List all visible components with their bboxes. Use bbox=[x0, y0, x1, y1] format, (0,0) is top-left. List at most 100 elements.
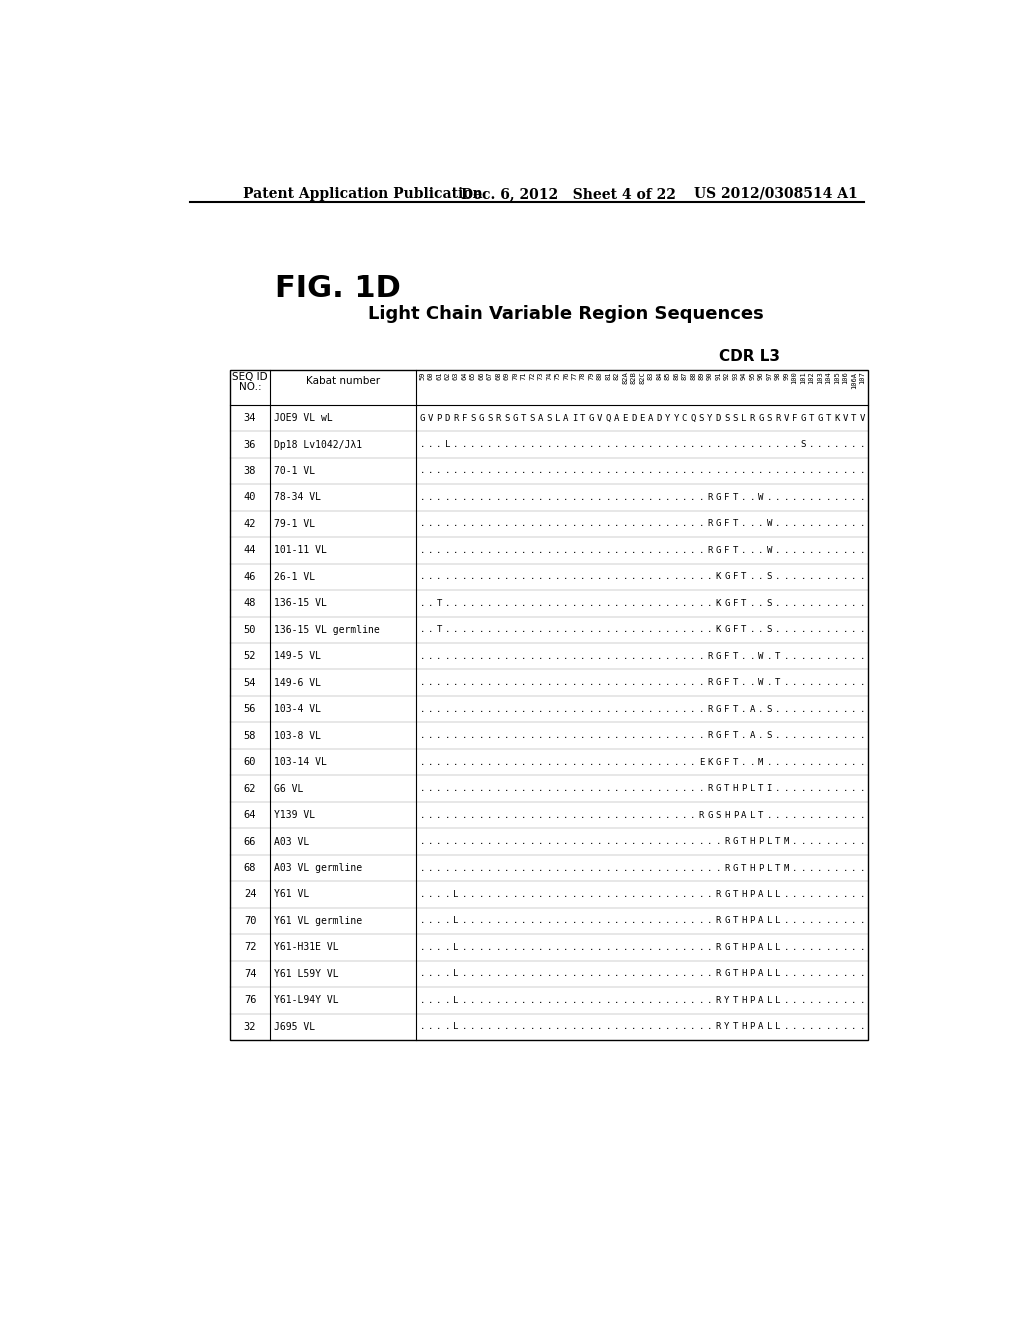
Text: .: . bbox=[801, 810, 806, 820]
Text: .: . bbox=[487, 810, 493, 820]
Text: S: S bbox=[767, 626, 772, 635]
Text: .: . bbox=[817, 440, 822, 449]
Text: .: . bbox=[555, 890, 560, 899]
Text: .: . bbox=[674, 440, 679, 449]
Text: .: . bbox=[792, 863, 798, 873]
Text: W: W bbox=[767, 546, 772, 554]
Text: 26-1 VL: 26-1 VL bbox=[273, 572, 314, 582]
Text: .: . bbox=[860, 810, 865, 820]
Text: .: . bbox=[605, 573, 611, 581]
Text: .: . bbox=[801, 837, 806, 846]
Text: .: . bbox=[682, 626, 687, 635]
Text: .: . bbox=[436, 916, 441, 925]
Text: .: . bbox=[538, 810, 544, 820]
Text: .: . bbox=[504, 890, 509, 899]
Text: .: . bbox=[623, 731, 628, 741]
Text: .: . bbox=[571, 784, 578, 793]
Text: .: . bbox=[674, 942, 679, 952]
Text: K: K bbox=[716, 599, 721, 607]
Text: .: . bbox=[851, 863, 856, 873]
Text: .: . bbox=[623, 890, 628, 899]
Text: 103-4 VL: 103-4 VL bbox=[273, 704, 321, 714]
Text: .: . bbox=[605, 784, 611, 793]
Text: .: . bbox=[529, 810, 535, 820]
Text: .: . bbox=[665, 573, 671, 581]
Text: L: L bbox=[454, 890, 459, 899]
Text: .: . bbox=[454, 440, 459, 449]
Text: .: . bbox=[801, 678, 806, 688]
Text: .: . bbox=[708, 626, 713, 635]
Text: .: . bbox=[470, 626, 475, 635]
Text: 62: 62 bbox=[244, 784, 256, 793]
Text: .: . bbox=[513, 678, 518, 688]
Text: .: . bbox=[581, 942, 586, 952]
Text: .: . bbox=[496, 599, 501, 607]
Text: .: . bbox=[843, 731, 848, 741]
Text: .: . bbox=[605, 837, 611, 846]
Text: .: . bbox=[571, 546, 578, 554]
Text: .: . bbox=[665, 837, 671, 846]
Text: T: T bbox=[436, 626, 441, 635]
Text: V: V bbox=[843, 413, 848, 422]
Text: .: . bbox=[529, 942, 535, 952]
Text: .: . bbox=[521, 492, 526, 502]
Text: .: . bbox=[547, 546, 552, 554]
Text: .: . bbox=[478, 731, 484, 741]
Text: .: . bbox=[538, 942, 544, 952]
Text: .: . bbox=[682, 863, 687, 873]
Text: .: . bbox=[623, 678, 628, 688]
Text: .: . bbox=[444, 969, 451, 978]
Text: .: . bbox=[825, 837, 831, 846]
Text: .: . bbox=[690, 546, 695, 554]
Text: .: . bbox=[640, 969, 645, 978]
Text: .: . bbox=[860, 440, 865, 449]
Text: .: . bbox=[750, 546, 755, 554]
Text: .: . bbox=[581, 731, 586, 741]
Text: .: . bbox=[470, 890, 475, 899]
Text: .: . bbox=[648, 519, 653, 528]
Text: F: F bbox=[732, 626, 738, 635]
Text: .: . bbox=[462, 810, 467, 820]
Text: .: . bbox=[496, 995, 501, 1005]
Text: .: . bbox=[496, 705, 501, 714]
Text: .: . bbox=[478, 837, 484, 846]
Text: .: . bbox=[801, 995, 806, 1005]
Text: .: . bbox=[648, 440, 653, 449]
Text: .: . bbox=[513, 784, 518, 793]
Text: .: . bbox=[792, 599, 798, 607]
Text: A: A bbox=[758, 942, 764, 952]
Text: .: . bbox=[563, 519, 568, 528]
Text: .: . bbox=[851, 466, 856, 475]
Text: .: . bbox=[631, 731, 637, 741]
Text: T: T bbox=[741, 626, 746, 635]
Text: Y61-L94Y VL: Y61-L94Y VL bbox=[273, 995, 338, 1006]
Text: .: . bbox=[571, 519, 578, 528]
Text: .: . bbox=[682, 466, 687, 475]
Text: .: . bbox=[420, 573, 425, 581]
Text: .: . bbox=[843, 492, 848, 502]
Text: P: P bbox=[750, 916, 755, 925]
Text: .: . bbox=[758, 626, 764, 635]
Text: .: . bbox=[478, 573, 484, 581]
Text: .: . bbox=[547, 942, 552, 952]
Text: .: . bbox=[843, 784, 848, 793]
Text: F: F bbox=[724, 546, 729, 554]
Text: .: . bbox=[436, 519, 441, 528]
Text: .: . bbox=[496, 810, 501, 820]
Text: .: . bbox=[758, 466, 764, 475]
Text: .: . bbox=[529, 599, 535, 607]
Text: .: . bbox=[783, 573, 788, 581]
Text: .: . bbox=[708, 863, 713, 873]
Text: W: W bbox=[758, 652, 764, 661]
Text: .: . bbox=[436, 652, 441, 661]
Text: 88: 88 bbox=[690, 372, 696, 380]
Text: .: . bbox=[538, 519, 544, 528]
Text: .: . bbox=[809, 916, 814, 925]
Text: .: . bbox=[825, 678, 831, 688]
Text: .: . bbox=[631, 599, 637, 607]
Text: .: . bbox=[741, 758, 746, 767]
Text: .: . bbox=[555, 492, 560, 502]
Text: .: . bbox=[547, 810, 552, 820]
Text: .: . bbox=[631, 652, 637, 661]
Text: .: . bbox=[817, 731, 822, 741]
